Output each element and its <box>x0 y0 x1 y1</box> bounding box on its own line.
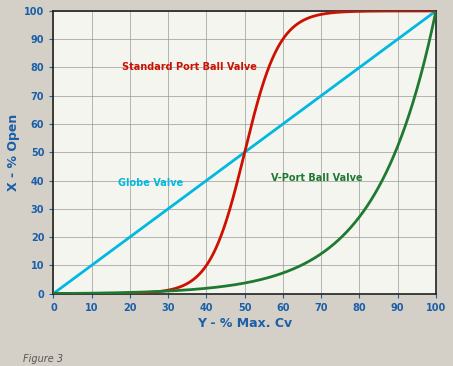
Text: Globe Valve: Globe Valve <box>118 178 183 188</box>
Text: Standard Port Ball Valve: Standard Port Ball Valve <box>122 62 257 72</box>
Text: V-Port Ball Valve: V-Port Ball Valve <box>271 172 363 183</box>
X-axis label: Y - % Max. Cv: Y - % Max. Cv <box>197 317 292 330</box>
Text: Figure 3: Figure 3 <box>23 354 63 364</box>
Y-axis label: X - % Open: X - % Open <box>7 113 20 191</box>
